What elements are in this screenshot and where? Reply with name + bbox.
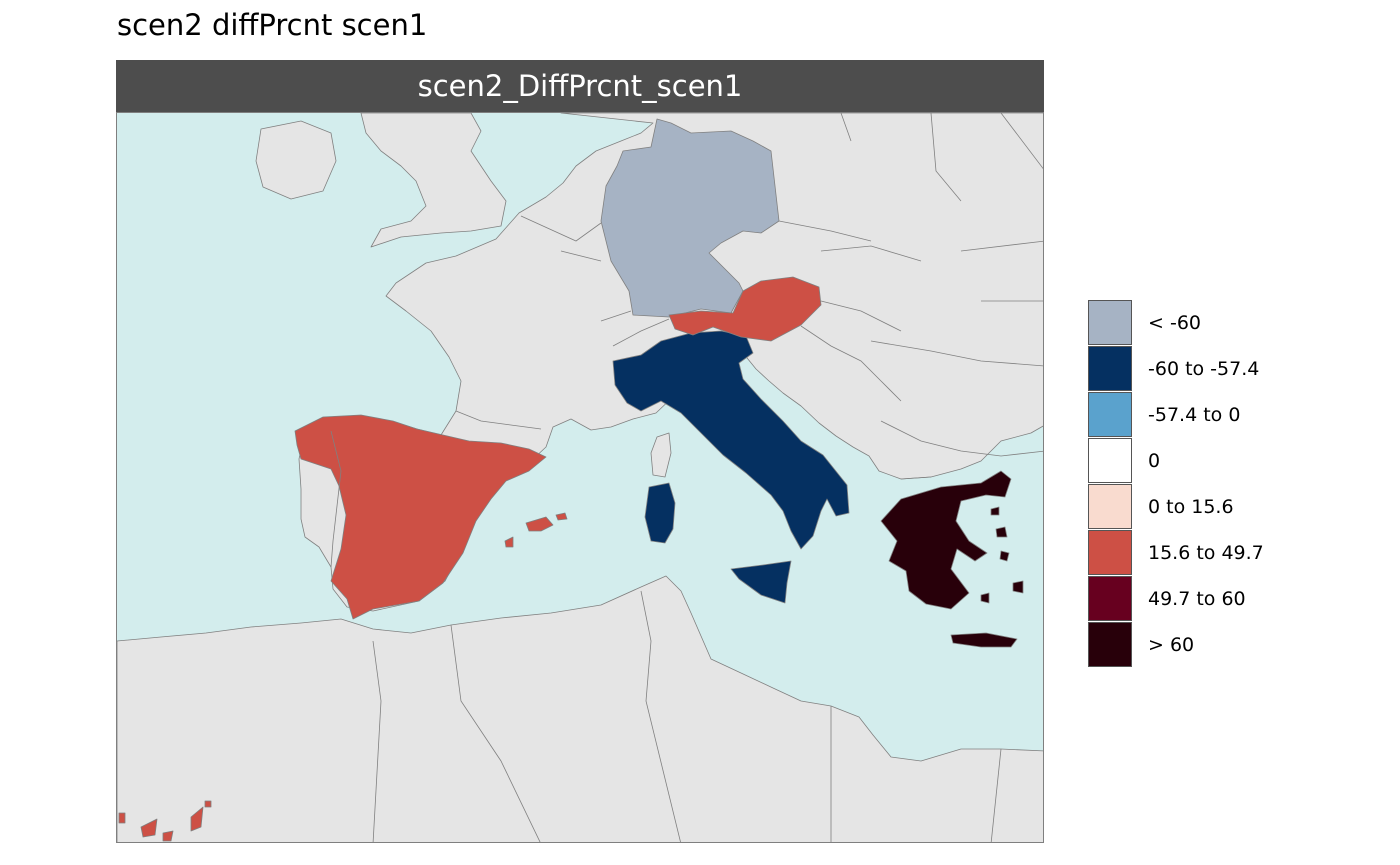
legend-item: > 60 — [1088, 622, 1348, 668]
legend-label: 15.6 to 49.7 — [1148, 542, 1264, 564]
legend-key-swatch — [1088, 392, 1132, 437]
italy — [612, 330, 850, 550]
legend-label: > 60 — [1148, 634, 1195, 656]
legend-item: -57.4 to 0 — [1088, 392, 1348, 438]
ireland — [255, 120, 337, 200]
facet-strip: scen2_DiffPrcnt_scen1 — [116, 60, 1044, 112]
legend: < -60 -60 to -57.4 -57.4 to 0 0 0 to 15.6 15.… — [1088, 300, 1348, 668]
legend-key-swatch — [1088, 484, 1132, 529]
legend-item: < -60 — [1088, 300, 1348, 346]
germany — [600, 118, 780, 318]
legend-label: 0 — [1148, 450, 1161, 472]
legend-label: -60 to -57.4 — [1148, 358, 1260, 380]
sicily — [730, 560, 792, 604]
legend-item: 49.7 to 60 — [1088, 576, 1348, 622]
crete — [950, 632, 1018, 648]
legend-label: -57.4 to 0 — [1148, 404, 1241, 426]
canary-islands — [118, 800, 212, 842]
corsica — [650, 432, 672, 478]
greece — [880, 470, 1012, 610]
legend-label: 0 to 15.6 — [1148, 496, 1234, 518]
spain — [294, 414, 547, 620]
legend-label: < -60 — [1148, 312, 1201, 334]
map-panel — [116, 112, 1044, 843]
sardinia — [644, 482, 676, 544]
north-africa-landmass — [117, 575, 1043, 842]
legend-key-swatch — [1088, 438, 1132, 483]
legend-item: 0 to 15.6 — [1088, 484, 1348, 530]
plot-title: scen2 diffPrcnt scen1 — [117, 8, 428, 42]
border-lines — [330, 113, 1043, 842]
great-britain — [360, 113, 507, 248]
legend-key-swatch — [1088, 622, 1132, 667]
facet-strip-label: scen2_DiffPrcnt_scen1 — [417, 69, 743, 103]
balearic-islands — [504, 512, 568, 548]
legend-item: 0 — [1088, 438, 1348, 484]
legend-key-swatch — [1088, 576, 1132, 621]
legend-key-swatch — [1088, 530, 1132, 575]
legend-item: -60 to -57.4 — [1088, 346, 1348, 392]
legend-key-swatch — [1088, 300, 1132, 345]
map-svg — [117, 113, 1043, 842]
legend-label: 49.7 to 60 — [1148, 588, 1246, 610]
austria — [668, 276, 822, 342]
legend-key-swatch — [1088, 346, 1132, 391]
legend-item: 15.6 to 49.7 — [1088, 530, 1348, 576]
aegean-islands — [980, 506, 1024, 604]
